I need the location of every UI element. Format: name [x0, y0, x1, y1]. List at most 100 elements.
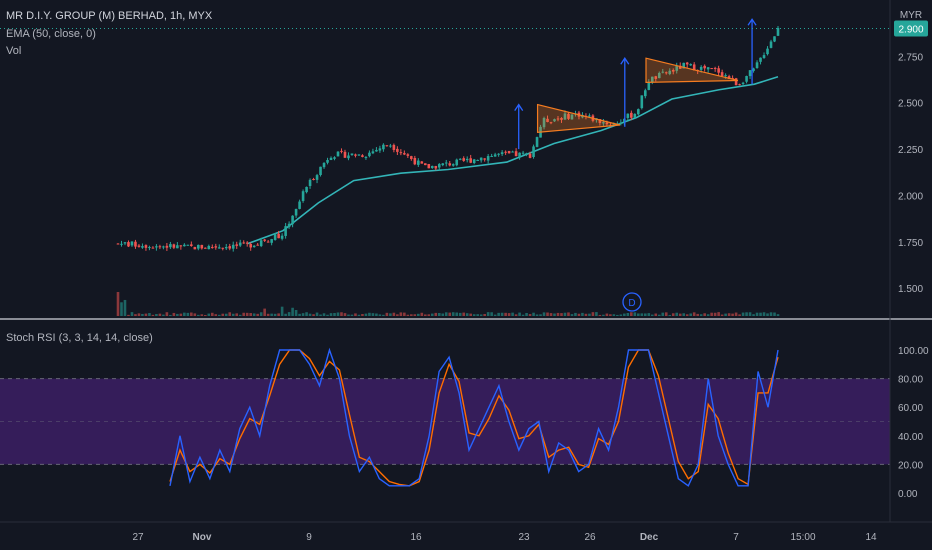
candle-body — [350, 153, 354, 156]
candle-body — [720, 72, 724, 76]
time-tick-label: Nov — [193, 532, 212, 543]
volume-bar — [427, 314, 431, 316]
candle-body — [493, 154, 497, 157]
candle-body — [403, 153, 406, 155]
candle-body — [186, 244, 190, 246]
volume-bars — [116, 292, 780, 316]
volume-bar — [626, 312, 630, 316]
volume-bar — [144, 313, 148, 316]
candle-body — [755, 62, 759, 69]
volume-bar — [602, 314, 605, 316]
candle-body — [514, 151, 518, 157]
candle-body — [724, 75, 727, 77]
volume-bar — [413, 314, 417, 316]
volume-bar — [385, 312, 389, 316]
volume-bar — [172, 312, 176, 316]
volume-bar — [151, 314, 155, 316]
volume-bar — [462, 312, 466, 316]
candle-body — [336, 151, 340, 157]
candle-body — [141, 246, 144, 248]
volume-bar — [668, 314, 672, 316]
symbol-title[interactable]: MR D.I.Y. GROUP (M) BERHAD, 1h, MYX — [6, 10, 213, 22]
stoch-rsi-legend[interactable]: Stoch RSI (3, 3, 14, 14, close) — [6, 332, 153, 344]
volume-bar — [308, 313, 312, 316]
candle-body — [305, 186, 308, 193]
triangle-pattern — [645, 57, 739, 83]
candle-body — [273, 234, 277, 240]
candle-body — [598, 119, 602, 123]
volume-bar — [514, 314, 518, 316]
volume-legend[interactable]: Vol — [6, 45, 22, 57]
candle-body — [430, 165, 434, 169]
rsi-tick-label: 60.00 — [898, 403, 923, 414]
rsi-tick-label: 80.00 — [898, 375, 923, 386]
candle-body — [361, 155, 364, 157]
volume-bar — [284, 313, 287, 316]
candle-body — [385, 145, 389, 147]
candle-body — [368, 152, 371, 157]
volume-bar — [343, 313, 347, 316]
volume-bar — [518, 312, 521, 316]
candle-body — [347, 155, 350, 159]
candle-body — [741, 82, 745, 84]
volume-bar — [616, 314, 619, 316]
ema-legend[interactable]: EMA (50, close, 0) — [6, 28, 96, 40]
price-axis[interactable]: 1.500 1.750 2.000 2.250 2.500 2.750 — [898, 52, 923, 295]
candle-body — [179, 245, 183, 247]
candle-body — [238, 242, 242, 246]
candle-body — [221, 247, 225, 249]
candle-body — [637, 109, 640, 115]
volume-bar — [755, 312, 759, 316]
candle-body — [354, 154, 357, 156]
volume-bar — [392, 312, 396, 316]
volume-bar — [193, 313, 197, 316]
volume-bar — [176, 313, 179, 316]
volume-bar — [357, 314, 361, 316]
candle-body — [340, 150, 343, 152]
volume-bar — [486, 312, 490, 316]
volume-bar — [312, 314, 315, 316]
volume-bar — [231, 313, 235, 316]
candle-body — [155, 246, 158, 248]
volume-bar — [574, 312, 577, 316]
volume-bar — [217, 314, 221, 316]
volume-bar — [378, 314, 382, 316]
volume-bar — [675, 312, 679, 316]
time-axis[interactable]: 27 Nov 9 16 23 26 Dec 7 15:00 14 — [132, 532, 877, 543]
last-price-label: 2.900 — [898, 25, 923, 36]
candle-body — [151, 247, 155, 249]
volume-bar — [657, 314, 661, 316]
volume-bar — [340, 312, 343, 316]
volume-bar — [350, 314, 354, 316]
candle-body — [231, 244, 235, 249]
candle-body — [521, 152, 525, 154]
volume-bar — [532, 312, 535, 316]
candle-body — [773, 36, 776, 42]
dividend-marker[interactable] — [622, 292, 642, 312]
currency-label[interactable]: MYR — [900, 10, 922, 21]
candle-body — [420, 161, 424, 164]
candle-body — [137, 245, 141, 247]
volume-bar — [560, 313, 563, 316]
candle-body — [382, 144, 385, 150]
volume-bar — [448, 312, 452, 316]
candle-body — [692, 64, 696, 71]
volume-bar — [354, 313, 357, 316]
candle-body — [371, 151, 375, 154]
volume-bar — [305, 312, 308, 316]
candle-body — [685, 62, 689, 65]
volume-bar — [371, 313, 375, 316]
candle-body — [654, 76, 658, 79]
candle-body — [266, 241, 270, 243]
volume-bar — [661, 312, 665, 316]
volume-bar — [437, 313, 441, 316]
candle-body — [294, 209, 298, 216]
volume-bar — [647, 313, 651, 316]
candle-body — [511, 151, 514, 153]
candle-body — [486, 156, 490, 161]
rsi-axis[interactable]: 0.00 20.00 40.00 60.00 80.00 100.00 — [898, 346, 929, 500]
candle-body — [563, 113, 567, 120]
candle-body — [630, 112, 633, 118]
candle-body — [277, 233, 280, 239]
